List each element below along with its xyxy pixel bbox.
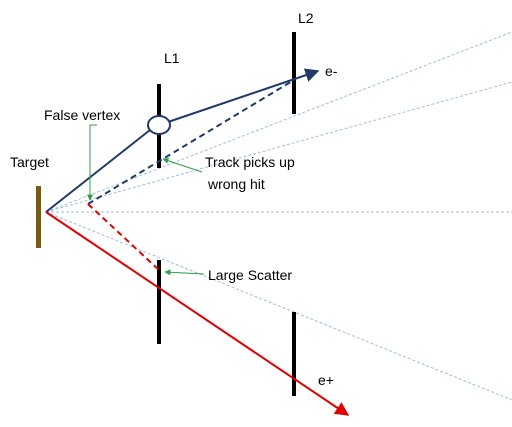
label-positron: e+ <box>318 372 334 388</box>
wrong-hit-arrow <box>162 157 203 173</box>
acceptance-line-upper-outer <box>45 31 512 213</box>
label-target: Target <box>10 154 49 170</box>
acceptance-line-upper-inner <box>45 81 512 213</box>
electron-l1-hit <box>147 115 171 135</box>
layer-l1-lower <box>157 260 161 344</box>
positron-track <box>45 211 350 416</box>
electron-reco-track <box>87 79 295 205</box>
label-l2: L2 <box>298 10 314 26</box>
label-electron: e- <box>325 63 338 79</box>
layer-l2-upper <box>292 32 296 114</box>
false-vertex-arrow <box>87 124 97 201</box>
acceptance-line-lower <box>45 211 512 401</box>
layer-l2-lower <box>292 312 296 396</box>
label-wrong-hit-line2: wrong hit <box>207 176 265 192</box>
positron-reco-track <box>87 203 160 271</box>
large-scatter-arrow <box>164 269 205 276</box>
electron-true-track <box>167 68 320 123</box>
label-wrong-hit-line1: Track picks up <box>205 154 295 170</box>
label-l1: L1 <box>164 50 180 66</box>
target <box>36 186 41 248</box>
electron-true-track-segment <box>45 129 151 213</box>
label-large-scatter: Large Scatter <box>208 267 292 283</box>
label-false-vertex: False vertex <box>44 107 120 123</box>
